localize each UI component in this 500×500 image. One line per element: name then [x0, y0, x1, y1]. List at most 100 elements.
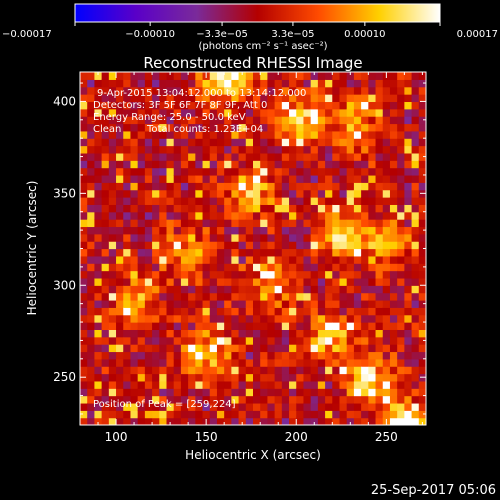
heatmap-cell — [368, 270, 377, 279]
heatmap-cell — [296, 395, 305, 404]
heatmap-cell — [375, 263, 384, 272]
heatmap-cell — [289, 211, 297, 220]
heatmap-cell — [152, 138, 160, 147]
heatmap-cell — [137, 123, 146, 132]
heatmap-cell — [130, 322, 139, 330]
heatmap-cell — [108, 299, 117, 308]
heatmap-cell — [361, 152, 369, 161]
heatmap-cell — [137, 94, 146, 103]
heatmap-cell — [281, 123, 290, 132]
heatmap-cell — [411, 79, 420, 88]
heatmap-cell — [94, 351, 103, 360]
heatmap-cell — [173, 241, 182, 250]
heatmap-cell — [389, 314, 398, 323]
heatmap-cell — [325, 72, 333, 80]
heatmap-cell — [253, 307, 261, 316]
heatmap-cell — [224, 86, 232, 95]
heatmap-cell — [137, 226, 146, 235]
heatmap-cell — [152, 277, 160, 286]
heatmap-cell — [137, 152, 146, 161]
heatmap-cell — [325, 182, 333, 191]
heatmap-cell — [173, 314, 182, 323]
heatmap-cell — [353, 138, 362, 147]
heatmap-cell — [224, 219, 232, 228]
heatmap-cell — [101, 241, 110, 250]
heatmap-cell — [317, 233, 326, 242]
heatmap-cell — [289, 329, 297, 338]
heatmap-cell — [281, 219, 290, 228]
heatmap-cell — [281, 116, 290, 125]
heatmap-cell — [353, 344, 362, 353]
heatmap-cell — [166, 233, 175, 242]
heatmap-cell — [231, 395, 240, 404]
heatmap-cell — [389, 152, 398, 161]
heatmap-cell — [253, 402, 261, 411]
heatmap-cell — [260, 410, 269, 419]
heatmap-cell — [224, 410, 232, 419]
heatmap-cell — [108, 182, 117, 191]
heatmap-cell — [166, 322, 175, 330]
heatmap-cell — [375, 344, 384, 353]
colorbar: −0.00017 −0.00010 −3.3e−05 3.3e−05 0.00010 0.… — [2, 3, 498, 52]
heatmap-cell — [87, 255, 96, 264]
heatmap-cell — [397, 358, 405, 367]
heatmap-cell — [80, 248, 88, 257]
heatmap-cell — [202, 197, 211, 205]
heatmap-cell — [144, 160, 153, 169]
heatmap-cell — [274, 174, 283, 183]
heatmap-cell — [108, 255, 117, 264]
heatmap-cell — [116, 219, 124, 228]
heatmap-cell — [166, 292, 175, 301]
heatmap-cell — [310, 101, 319, 110]
heatmap-cell — [245, 388, 254, 397]
heatmap-cell — [180, 388, 189, 397]
heatmap-cell — [375, 123, 384, 132]
heatmap-cell — [253, 270, 261, 279]
heatmap-cell — [332, 72, 341, 80]
heatmap-cell — [353, 182, 362, 191]
heatmap-cell — [94, 94, 103, 103]
heatmap-cell — [116, 152, 124, 161]
heatmap-cell — [216, 211, 225, 220]
heatmap-cell — [180, 174, 189, 183]
heatmap-cell — [209, 270, 218, 279]
heatmap-cell — [80, 351, 88, 360]
heatmap-cell — [361, 174, 369, 183]
heatmap-cell — [144, 395, 153, 404]
heatmap-cell — [361, 204, 369, 213]
heatmap-cell — [123, 226, 132, 235]
heatmap-cell — [260, 388, 269, 397]
heatmap-cell — [94, 116, 103, 125]
heatmap-cell — [267, 174, 276, 183]
heatmap-cell — [216, 152, 225, 161]
heatmap-cell — [361, 211, 369, 220]
heatmap-cell — [404, 94, 413, 103]
heatmap-cell — [361, 402, 369, 411]
heatmap-cell — [159, 233, 168, 242]
heatmap-cell — [144, 123, 153, 132]
heatmap-cell — [289, 248, 297, 257]
heatmap-cell — [137, 233, 146, 242]
heatmap-cell — [317, 329, 326, 338]
heatmap-cell — [123, 402, 132, 411]
heatmap-cell — [180, 329, 189, 338]
heatmap-cell — [375, 79, 384, 88]
heatmap-cell — [368, 145, 377, 154]
heatmap-cell — [152, 79, 160, 88]
heatmap-cell — [87, 299, 96, 308]
heatmap-cell — [253, 263, 261, 272]
heatmap-cell — [325, 351, 333, 360]
heatmap-cell — [108, 366, 117, 375]
heatmap-cell — [267, 417, 276, 425]
heatmap-cell — [274, 417, 283, 425]
heatmap-cell — [130, 402, 139, 411]
heatmap-cell — [260, 182, 269, 191]
heatmap-cell — [224, 101, 232, 110]
heatmap-cell — [209, 366, 218, 375]
heatmap-cell — [353, 108, 362, 117]
heatmap-cell — [382, 86, 391, 95]
heatmap-cell — [325, 226, 333, 235]
heatmap-cell — [94, 101, 103, 110]
heatmap-cell — [87, 336, 96, 345]
heatmap-cell — [339, 277, 348, 286]
